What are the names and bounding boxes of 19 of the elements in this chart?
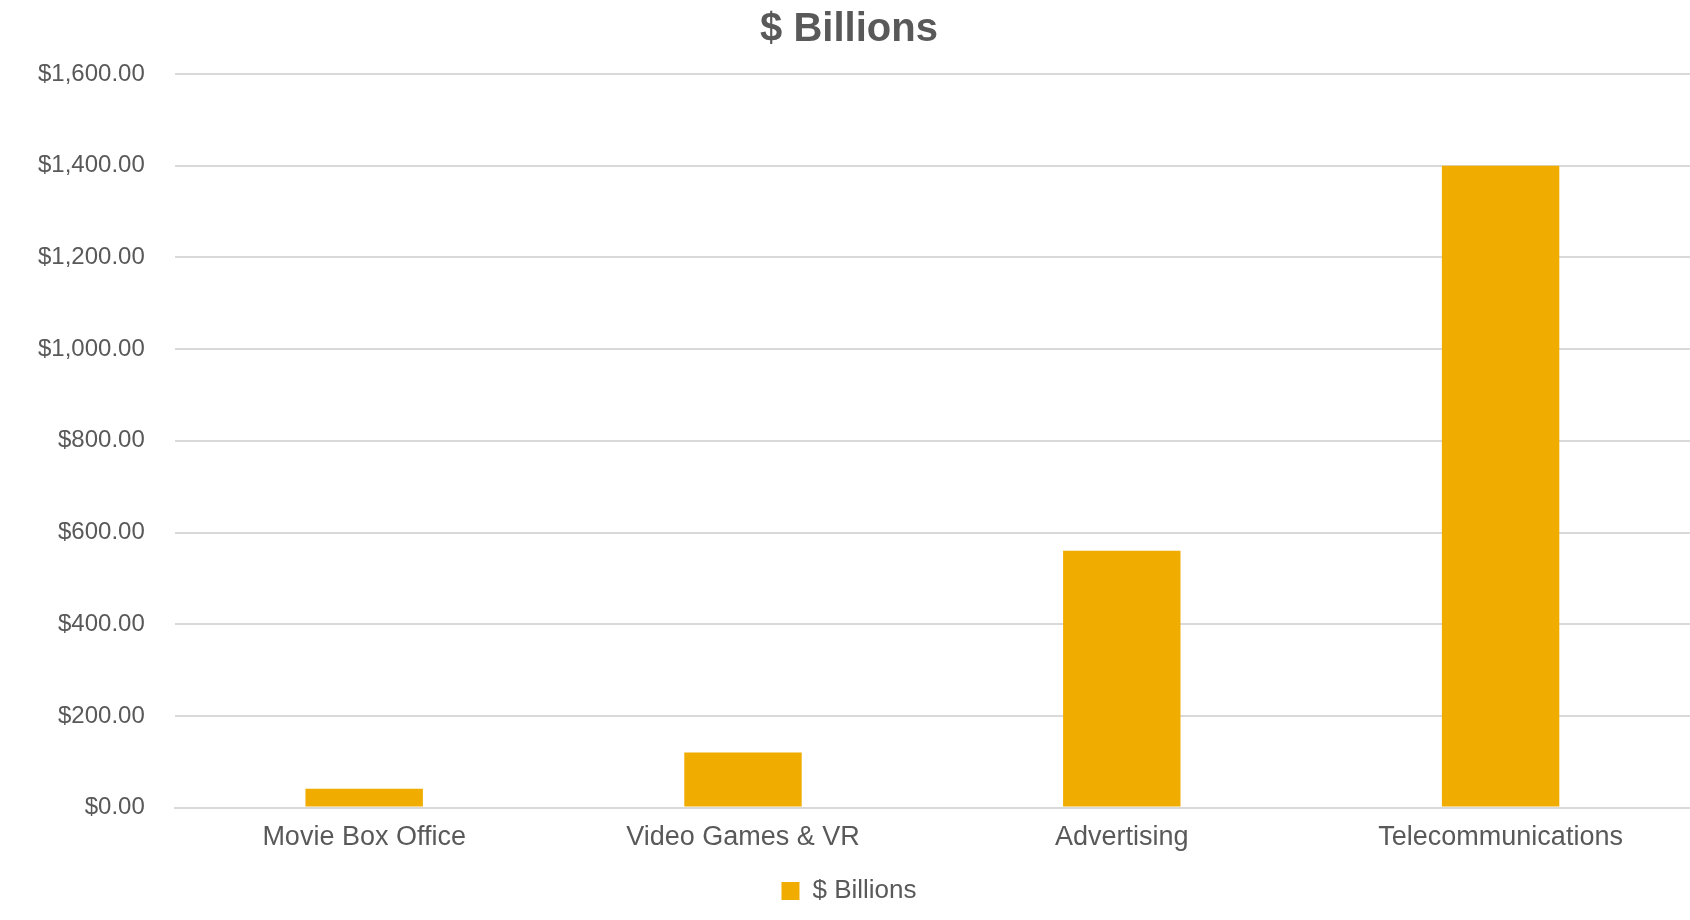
y-tick-label: $1,400.00 — [37, 150, 145, 178]
x-tick-label: Movie Box Office — [262, 821, 466, 852]
legend-label: $ Billions — [812, 874, 917, 905]
bar — [684, 752, 802, 807]
y-tick-label: $600.00 — [58, 517, 145, 545]
x-tick-label: Video Games & VR — [626, 821, 860, 852]
y-tick-label: $800.00 — [58, 425, 145, 453]
bar — [305, 788, 423, 807]
x-tick-label: Advertising — [1055, 821, 1189, 852]
y-tick-label: $200.00 — [58, 700, 145, 728]
y-tick-label: $1,200.00 — [37, 242, 145, 270]
bar — [1441, 165, 1560, 807]
y-tick-label: $0.00 — [84, 792, 145, 820]
y-tick-label: $1,000.00 — [37, 333, 145, 361]
bar — [1063, 550, 1181, 807]
y-tick-label: $400.00 — [58, 608, 145, 636]
y-tick-label: $1,600.00 — [37, 58, 145, 86]
chart-title: $ Billions — [760, 5, 938, 50]
x-tick-label: Telecommunications — [1378, 821, 1623, 852]
